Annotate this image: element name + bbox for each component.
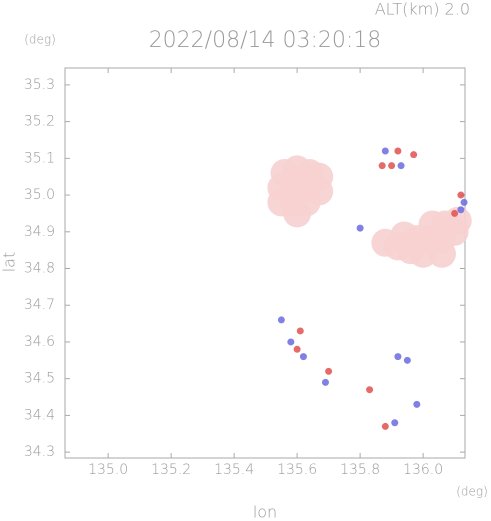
x-tick-label: 136.0: [403, 462, 443, 478]
echo-point: [410, 151, 418, 159]
y-tick-label: 34.5: [24, 371, 55, 387]
alt-label: ALT(km) 2.0: [375, 0, 470, 19]
x-unit: (deg): [456, 485, 488, 499]
echo-point: [394, 353, 402, 361]
y-tick-label: 34.4: [24, 407, 55, 423]
echo-point: [283, 199, 312, 228]
echo-point: [457, 191, 465, 199]
echo-point: [293, 345, 301, 353]
echo-point: [394, 147, 402, 155]
echo-point: [277, 316, 285, 324]
echo-point: [397, 162, 405, 170]
echo-point: [325, 367, 333, 375]
echo-point: [451, 209, 459, 217]
y-tick-label: 34.3: [24, 444, 55, 460]
echo-point: [366, 386, 374, 394]
x-tick-label: 135.4: [214, 462, 254, 478]
y-tick-label: 35.1: [24, 150, 55, 166]
echo-point: [321, 378, 329, 386]
y-tick-label: 34.6: [24, 334, 55, 350]
echo-point: [457, 206, 465, 214]
plot-frame: [64, 67, 466, 459]
x-tick-label: 135.0: [88, 462, 128, 478]
echo-point: [356, 224, 364, 232]
echo-point: [381, 422, 389, 430]
y-tick-label: 35.2: [24, 114, 55, 130]
x-label: lon: [253, 503, 277, 521]
echo-point: [299, 353, 307, 361]
y-tick-label: 34.7: [24, 297, 55, 313]
echo-point: [378, 162, 386, 170]
echo-point: [388, 162, 396, 170]
echo-point: [443, 206, 472, 235]
echo-point: [460, 198, 468, 206]
echo-point: [296, 327, 304, 335]
echo-point: [381, 147, 389, 155]
echo-point: [287, 338, 295, 346]
echo-point: [391, 419, 399, 427]
y-tick-label: 34.8: [24, 261, 55, 277]
y-unit: (deg): [24, 33, 56, 47]
x-tick-label: 135.2: [151, 462, 191, 478]
echo-point: [428, 239, 457, 268]
x-tick-label: 135.8: [340, 462, 380, 478]
chart-title: 2022/08/14 03:20:18: [149, 28, 382, 53]
y-label: lat: [0, 252, 19, 273]
echo-point: [413, 400, 421, 408]
y-tick-label: 35.0: [24, 187, 55, 203]
x-tick-label: 135.6: [277, 462, 317, 478]
echo-point: [403, 356, 411, 364]
y-tick-label: 35.3: [24, 77, 55, 93]
y-tick-label: 34.9: [24, 224, 55, 240]
